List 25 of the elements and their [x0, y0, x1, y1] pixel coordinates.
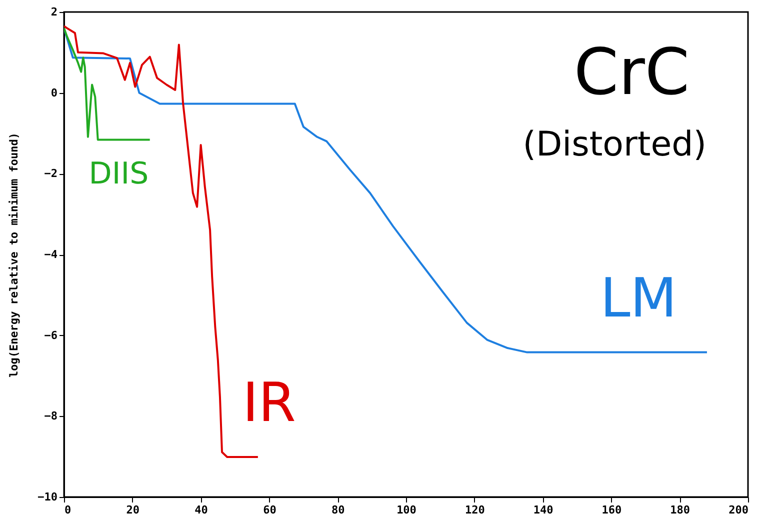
y-tick-label: −6: [44, 328, 58, 342]
x-tick-label: 20: [126, 504, 140, 516]
x-tick-label: 100: [396, 504, 416, 516]
x-tick-label: 160: [602, 504, 622, 516]
y-tick-label: 0: [50, 86, 58, 100]
y-axis-title: log(Energy relative to minimum found): [8, 132, 20, 378]
chart-title: CrC: [574, 36, 690, 110]
x-tick-label: 0: [64, 504, 72, 516]
x-tick-label: 180: [670, 504, 690, 516]
series-label: DIIS: [88, 156, 149, 192]
x-tick-label: 60: [263, 504, 276, 516]
y-tick-label: −4: [44, 248, 58, 261]
y-tick-label: 2: [50, 6, 58, 18]
x-tick-label: 140: [533, 504, 554, 516]
text: (Distorted): [522, 124, 707, 164]
x-tick-label: 120: [464, 504, 485, 516]
y-tick-label: −2: [44, 167, 58, 180]
x-tick-label: 40: [194, 504, 208, 516]
y-tick-label: −10: [38, 490, 58, 504]
x-tick-label: 80: [331, 504, 345, 516]
x-tick-label: 200: [728, 504, 748, 516]
series-label: IR: [242, 370, 296, 434]
line-series: [64, 27, 151, 141]
series-label: LM: [600, 266, 677, 330]
y-tick-label: −8: [44, 410, 58, 423]
